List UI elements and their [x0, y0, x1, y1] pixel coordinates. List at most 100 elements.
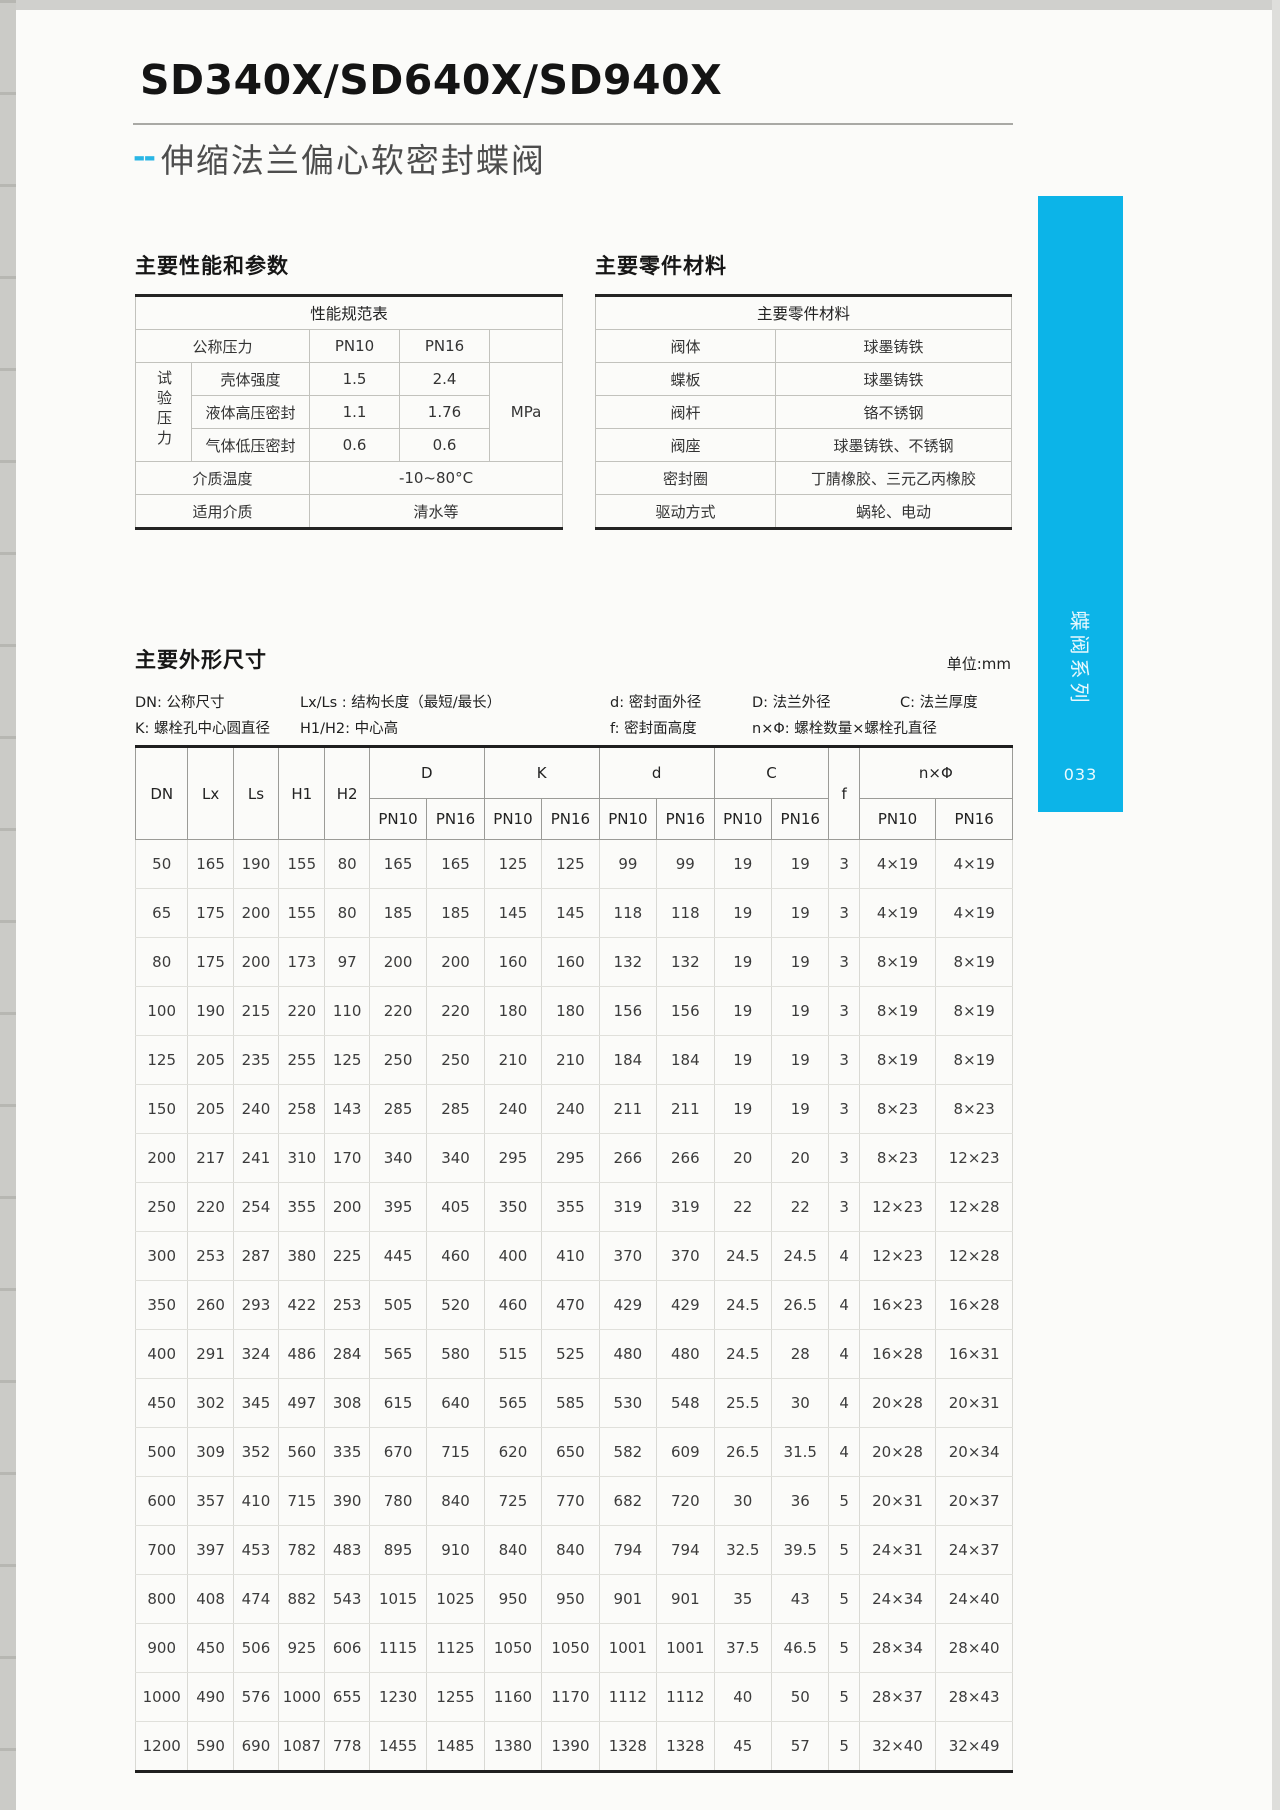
- page-subtitle: -- 伸缩法兰偏心软密封蝶阀: [133, 134, 546, 182]
- subtitle-text: 伸缩法兰偏心软密封蝶阀: [160, 141, 546, 180]
- table-cell: 19: [713, 937, 773, 987]
- pn10-subheader: PN10: [598, 798, 658, 840]
- table-cell: 480: [656, 1329, 715, 1379]
- table-cell: 30: [713, 1476, 773, 1526]
- part-name-cell: 驱动方式: [595, 494, 776, 529]
- col-group-nphi: n×Φ: [858, 746, 1014, 799]
- table-cell: 16×28: [935, 1280, 1013, 1330]
- table-cell: 57: [770, 1721, 830, 1772]
- legend-item: d: 密封面外径: [610, 695, 702, 711]
- table-cell: 适用介质: [135, 494, 310, 529]
- catalog-page: SD340X/SD640X/SD940X -- 伸缩法兰偏心软密封蝶阀 主要性能…: [16, 10, 1272, 1810]
- table-cell: [488, 329, 564, 363]
- nominal-pressure-label: 公称压力: [135, 329, 310, 363]
- table-cell: 19: [770, 888, 830, 938]
- table-cell: 770: [541, 1476, 600, 1526]
- table-cell: 46.5: [770, 1623, 830, 1673]
- table-cell: 340: [426, 1133, 485, 1183]
- pn10-subheader: PN10: [368, 798, 428, 840]
- title-divider: [133, 123, 1013, 125]
- table-row: 600 357 410 715 390 780 840 725 770 682 …: [134, 1476, 1013, 1526]
- table-cell: 20×28: [858, 1427, 937, 1477]
- table-cell: 4×19: [858, 888, 937, 938]
- table-cell: 24.5: [713, 1231, 773, 1281]
- dimensions-legend: DN: 公称尺寸 Lx/Ls : 结构长度（最短/最长） d: 密封面外径 D: 法兰…: [135, 690, 1035, 742]
- legend-line-1: DN: 公称尺寸 Lx/Ls : 结构长度（最短/最长） d: 密封面外径 D: 法兰…: [135, 690, 1035, 716]
- table-cell: 45: [713, 1721, 773, 1772]
- table-cell: 4: [828, 1427, 860, 1477]
- table-cell: 40: [713, 1672, 773, 1722]
- dimensions-table: DN Lx Ls H1 H2 D K d C f n×Φ PN10 PN16 P…: [134, 745, 1014, 1773]
- table-cell: 1001: [656, 1623, 715, 1673]
- table-cell: 240: [232, 1084, 280, 1134]
- table-cell: 950: [541, 1574, 600, 1624]
- table-cell: 585: [541, 1378, 600, 1428]
- table-cell: 5: [828, 1574, 860, 1624]
- pressure-unit: MPa: [488, 362, 564, 462]
- table-cell: 4: [828, 1329, 860, 1379]
- pn16-subheader: PN16: [770, 798, 830, 840]
- legend-item: f: 密封面高度: [610, 721, 697, 737]
- col-h1: H1: [278, 746, 326, 840]
- table-cell: 410: [541, 1231, 600, 1281]
- table-cell: 22: [713, 1182, 773, 1232]
- performance-section: 主要性能和参数 性能规范表 公称压力 PN10 PN16 试验压力 壳体强度 1…: [134, 250, 564, 530]
- col-h2: H2: [324, 746, 370, 840]
- table-cell: 483: [324, 1525, 370, 1575]
- table-cell: 118: [598, 888, 658, 938]
- table-cell: 400: [483, 1231, 543, 1281]
- table-cell: 582: [598, 1427, 658, 1477]
- table-cell: 5: [828, 1721, 860, 1772]
- table-row: 80 175 200 173 97 200 200 160 160 132 13…: [134, 937, 1013, 987]
- materials-table-title: 主要零件材料: [594, 295, 1013, 330]
- table-cell: 150: [134, 1084, 189, 1134]
- table-cell: 165: [187, 839, 234, 889]
- material-cell: 铬不锈钢: [774, 395, 1013, 429]
- table-cell: 950: [483, 1574, 543, 1624]
- col-group-K: K: [483, 746, 600, 799]
- table-cell: 118: [656, 888, 715, 938]
- table-cell: 184: [598, 1035, 658, 1085]
- table-cell: 4×19: [935, 888, 1013, 938]
- table-cell: 28×40: [935, 1623, 1013, 1673]
- photo-edge-left: [0, 0, 16, 1810]
- table-cell: 24×40: [935, 1574, 1013, 1624]
- table-cell: 600: [134, 1476, 189, 1526]
- table-cell: 155: [278, 839, 326, 889]
- table-cell: 132: [598, 937, 658, 987]
- table-cell: 211: [656, 1084, 715, 1134]
- table-row: 密封圈 丁腈橡胶、三元乙丙橡胶: [595, 461, 1013, 495]
- table-cell: 470: [541, 1280, 600, 1330]
- table-cell: 308: [324, 1378, 370, 1428]
- table-cell: 505: [368, 1280, 428, 1330]
- table-cell: 180: [541, 986, 600, 1036]
- table-cell: 1390: [541, 1721, 600, 1772]
- table-row: 900 450 506 925 606 1115 1125 1050 1050 …: [134, 1623, 1013, 1673]
- table-row: 介质温度 -10~80°C: [135, 461, 564, 495]
- table-cell: 460: [426, 1231, 485, 1281]
- pn16-subheader: PN16: [541, 798, 600, 840]
- table-cell: 26.5: [713, 1427, 773, 1477]
- table-cell: 606: [324, 1623, 370, 1673]
- table-cell: 590: [187, 1721, 234, 1772]
- table-cell: 19: [713, 888, 773, 938]
- table-cell: 882: [278, 1574, 326, 1624]
- table-row: 性能规范表: [134, 295, 564, 330]
- pn16-subheader: PN16: [656, 798, 715, 840]
- table-cell: 543: [324, 1574, 370, 1624]
- table-cell: 240: [541, 1084, 600, 1134]
- table-cell: 气体低压密封: [191, 428, 310, 462]
- materials-heading: 主要零件材料: [595, 254, 727, 278]
- table-cell: 173: [278, 937, 326, 987]
- table-cell: 24×34: [858, 1574, 937, 1624]
- material-cell: 球墨铸铁、不锈钢: [774, 428, 1013, 462]
- table-cell: 576: [232, 1672, 280, 1722]
- table-cell: 200: [134, 1133, 189, 1183]
- table-row: 700 397 453 782 483 895 910 840 840 794 …: [134, 1525, 1013, 1575]
- table-cell: 8×23: [935, 1084, 1013, 1134]
- table-cell: 32×40: [858, 1721, 937, 1772]
- table-cell: 200: [368, 937, 428, 987]
- table-cell: 200: [232, 937, 280, 987]
- performance-heading: 主要性能和参数: [135, 254, 289, 278]
- table-cell: 160: [483, 937, 543, 987]
